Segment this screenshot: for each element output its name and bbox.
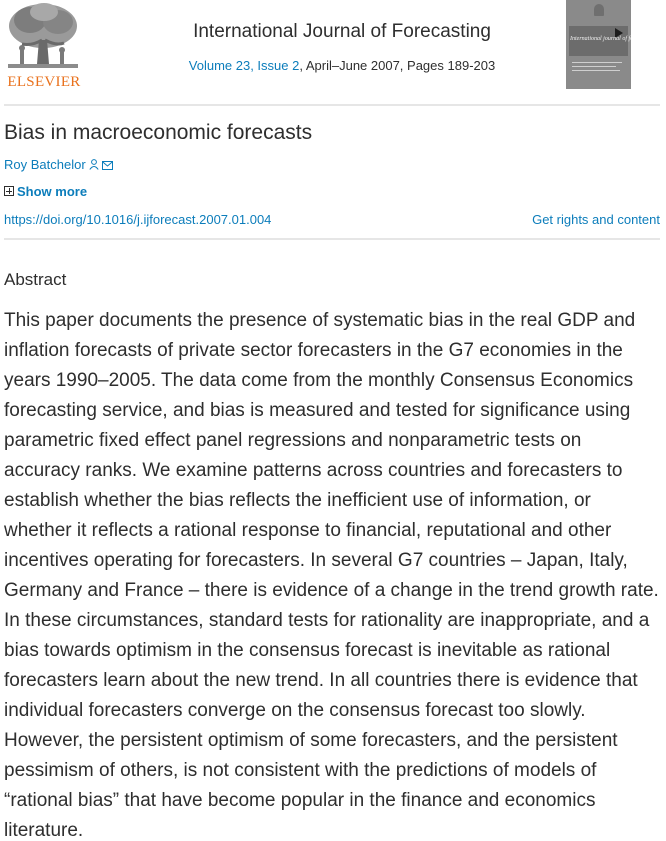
get-rights-link[interactable]: Get rights and content [532,212,660,227]
author-link[interactable]: Roy Batchelor [4,157,86,172]
abstract-heading: Abstract [4,270,67,289]
journal-header: ELSEVIER International Journal of Foreca… [0,0,666,104]
envelope-icon[interactable] [101,157,113,175]
cover-text-line [572,66,616,67]
cover-title: International journal of forecasting [570,36,631,42]
issue-details: , April–June 2007, Pages 189-203 [299,58,496,73]
cover-text-line [572,62,622,63]
person-icon[interactable] [89,157,99,175]
article-title: Bias in macroeconomic forecasts [4,121,313,144]
header-divider [4,104,660,106]
meta-divider [4,238,660,240]
show-more-label: Show more [17,184,88,199]
elsevier-tree-logo[interactable] [2,0,84,92]
journal-title[interactable]: International Journal of Forecasting [193,21,491,42]
abstract-text: This paper documents the presence of sys… [4,310,659,841]
issue-info: Volume 23, Issue 2, April–June 2007, Pag… [120,57,564,75]
cover-play-icon [615,28,623,38]
cover-publisher-logo [594,4,604,16]
plus-box-icon [4,186,14,196]
doi-link[interactable]: https://doi.org/10.1016/j.ijforecast.200… [4,212,272,227]
cover-text-line [572,70,620,71]
publisher-name: ELSEVIER [7,74,81,90]
issue-link[interactable]: Volume 23, Issue 2 [188,58,300,73]
show-more-button[interactable]: Show more [4,183,87,201]
author-list: Roy Batchelor [4,156,113,174]
journal-cover-image[interactable]: International journal of forecasting [566,0,631,89]
